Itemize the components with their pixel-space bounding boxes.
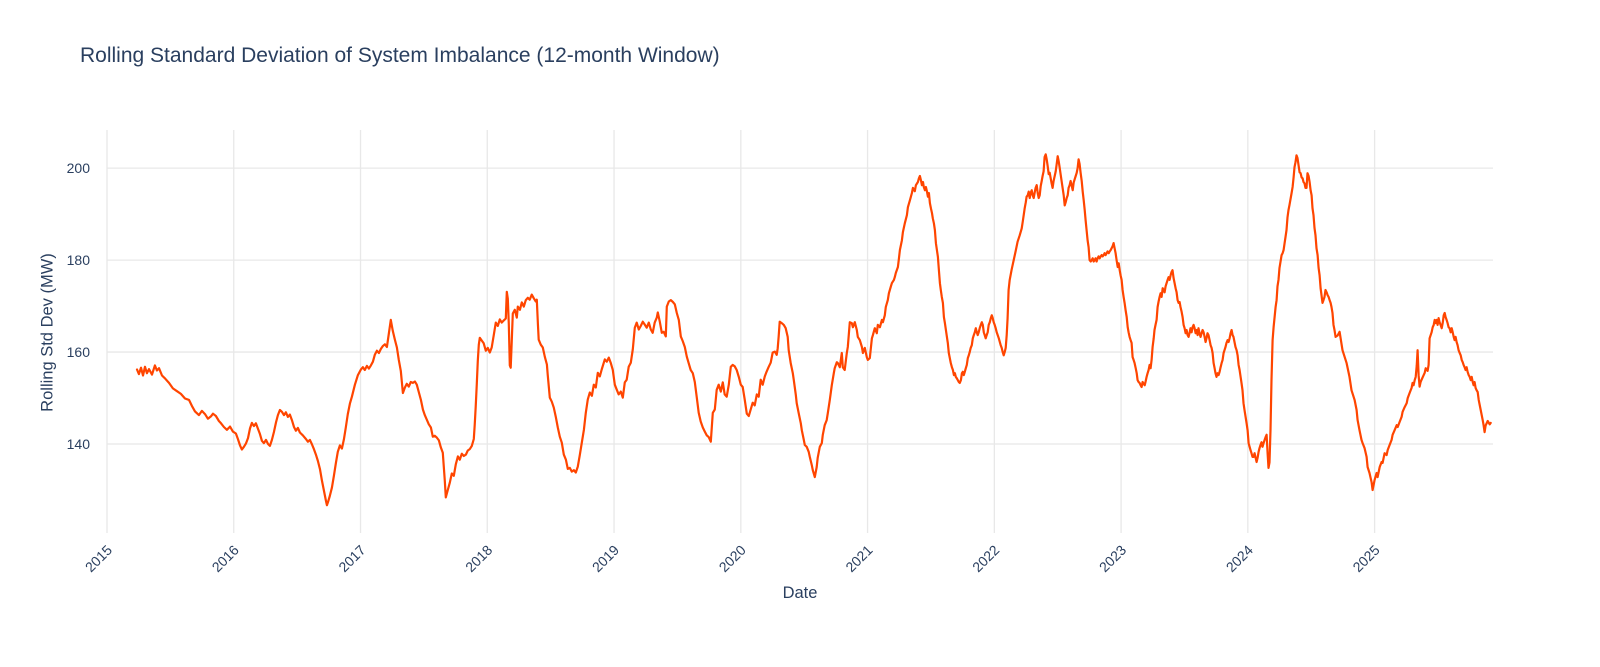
x-tick-label: 2017: [335, 542, 368, 575]
x-tick-label: 2021: [842, 542, 875, 575]
y-tick-label: 200: [67, 160, 91, 176]
chart-title: Rolling Standard Deviation of System Imb…: [80, 44, 720, 67]
y-tick-label: 160: [67, 344, 91, 360]
x-tick-label: 2024: [1223, 542, 1256, 575]
y-tick-label: 180: [67, 252, 91, 268]
x-tick-label: 2018: [462, 542, 495, 575]
x-axis-title: Date: [782, 584, 818, 602]
x-tick-label: 2019: [589, 542, 622, 575]
x-tick-label: 2025: [1349, 542, 1382, 575]
x-tick-label: 2020: [716, 542, 749, 575]
series-line[interactable]: [135, 153, 1492, 507]
y-tick-label: 140: [67, 436, 91, 452]
x-tick-label: 2023: [1096, 542, 1129, 575]
x-tick-label: 2022: [969, 542, 1002, 575]
x-tick-label: 2016: [209, 542, 242, 575]
x-tick-label: 2015: [82, 542, 115, 575]
